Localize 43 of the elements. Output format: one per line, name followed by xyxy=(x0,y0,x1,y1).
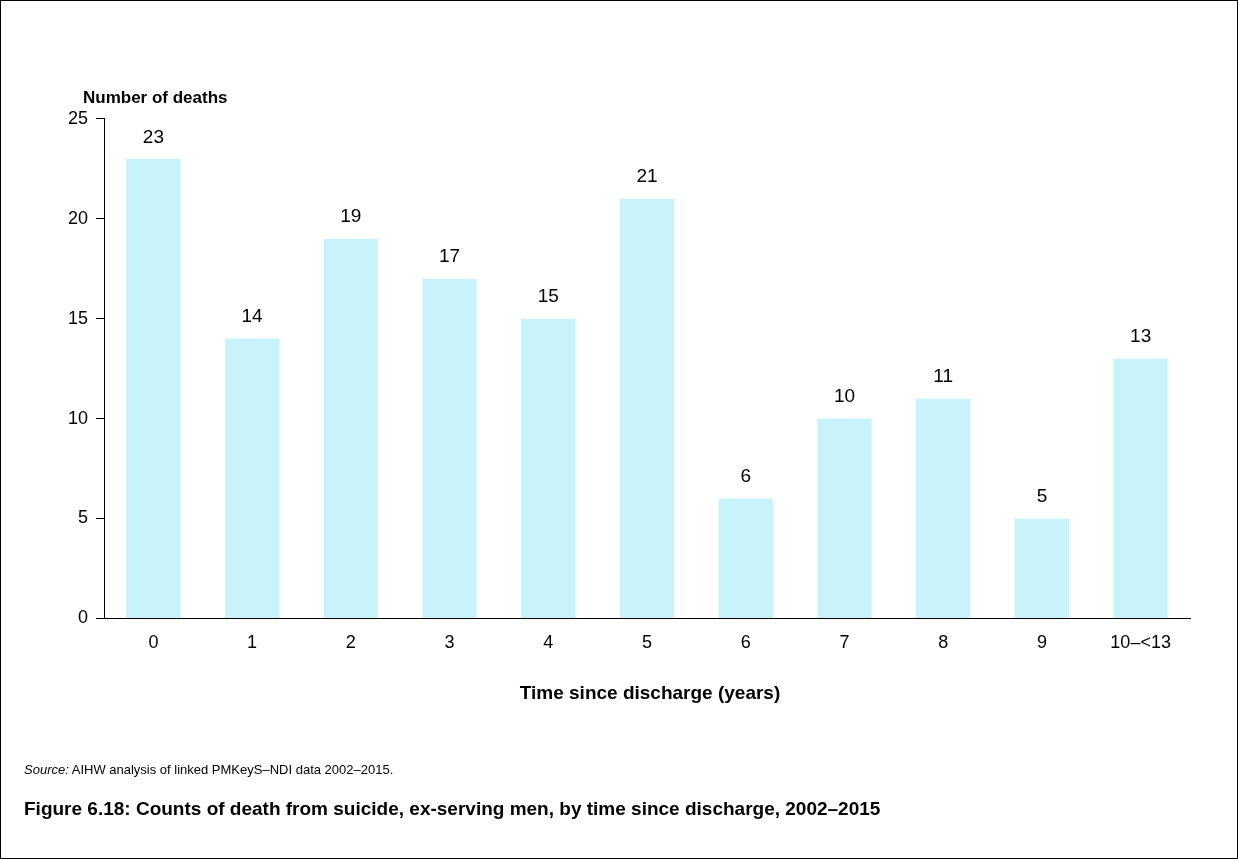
bar xyxy=(224,338,280,618)
y-tick-label: 0 xyxy=(78,607,89,628)
x-tick-label: 7 xyxy=(839,632,850,653)
y-tick-label: 10 xyxy=(67,407,89,428)
x-tick-label: 6 xyxy=(740,632,751,653)
data-label: 6 xyxy=(740,465,752,487)
data-label: 11 xyxy=(933,365,954,387)
text: Figure 6.18: Counts of death from suicide, ex-serving men, by time since discharge, 2002–2015 xyxy=(24,797,882,821)
x-tick-label: 2 xyxy=(345,632,356,653)
x-tick-label: 3 xyxy=(444,632,455,653)
x-tick-label: 8 xyxy=(938,632,949,653)
x-tick-label: 4 xyxy=(543,632,554,653)
data-label: 10 xyxy=(833,385,856,407)
bar xyxy=(323,238,378,618)
x-tick-label: 9 xyxy=(1036,632,1047,653)
bar xyxy=(1113,358,1168,618)
data-label: 15 xyxy=(537,285,559,307)
data-label: 14 xyxy=(241,305,264,327)
data-label: 5 xyxy=(1036,485,1048,507)
y-axis-title: Number of deaths xyxy=(83,88,228,108)
y-tick-label: 25 xyxy=(67,107,89,128)
bar xyxy=(817,418,872,618)
bar xyxy=(916,398,971,618)
data-label: 21 xyxy=(636,165,658,187)
x-tick-label: 1 xyxy=(247,632,258,653)
source-note: Source: AIHW analysis of linked PMKeyS–NDI data 2002–2015. xyxy=(24,762,394,777)
bar xyxy=(718,498,773,618)
y-tick-label: 5 xyxy=(78,507,89,528)
bar xyxy=(521,318,576,618)
x-tick-label: 10–<13 xyxy=(1110,632,1171,653)
data-label: 13 xyxy=(1130,325,1152,347)
data-label: 17 xyxy=(438,245,461,267)
y-tick-label: 20 xyxy=(67,207,89,228)
x-tick-label: 5 xyxy=(642,632,653,653)
bar xyxy=(422,278,477,618)
data-label: 23 xyxy=(142,125,164,147)
x-axis-title: Time since discharge (years) xyxy=(518,682,782,704)
bar xyxy=(1014,518,1070,618)
data-label: 19 xyxy=(340,205,362,227)
x-tick-label: 0 xyxy=(148,632,159,653)
y-tick-label: 15 xyxy=(67,307,89,328)
bar xyxy=(619,198,675,618)
bar xyxy=(126,158,181,618)
